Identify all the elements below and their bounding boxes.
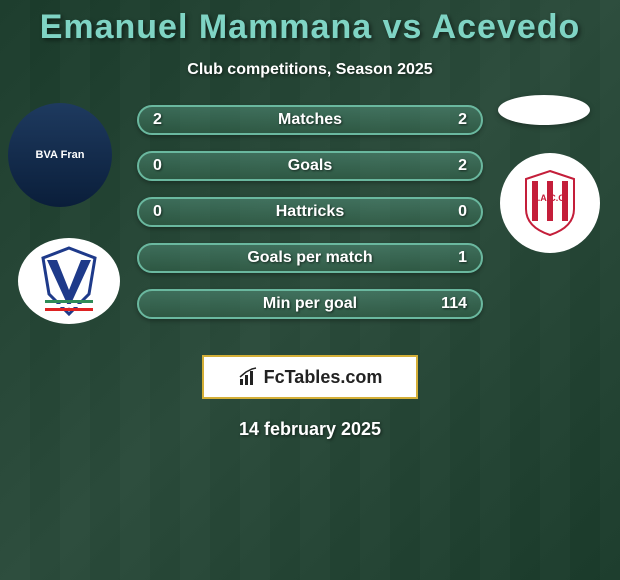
stat-label: Min per goal <box>263 295 357 313</box>
player-right-avatar <box>498 95 590 125</box>
velez-shield-icon <box>39 246 99 316</box>
stat-right-value: 0 <box>437 203 467 221</box>
stat-left-value: 2 <box>153 111 183 129</box>
brand-label: FcTables.com <box>264 367 383 388</box>
stat-right-value: 114 <box>437 295 467 313</box>
stat-right-value: 2 <box>437 157 467 175</box>
stat-left-value: 0 <box>153 157 183 175</box>
iacc-shield-icon: I.A.C.C <box>522 169 578 237</box>
stat-rows: 2 Matches 2 0 Goals 2 0 Hattricks 0 Goal… <box>137 105 483 335</box>
stat-right-value: 1 <box>437 249 467 267</box>
player-right-club-badge: I.A.C.C <box>500 153 600 253</box>
stat-label: Goals per match <box>247 249 372 267</box>
subtitle: Club competitions, Season 2025 <box>0 61 620 79</box>
player-left-jersey-text: BVA Fran <box>36 149 85 161</box>
date-label: 14 february 2025 <box>0 419 620 440</box>
brand-box: FcTables.com <box>202 355 418 399</box>
svg-text:I.A.C.C: I.A.C.C <box>535 193 565 203</box>
page-title: Emanuel Mammana vs Acevedo <box>0 8 620 47</box>
stat-label: Goals <box>288 157 332 175</box>
stats-area: BVA Fran I.A.C.C 2 Ma <box>0 105 620 345</box>
stat-row-goals-per-match: Goals per match 1 <box>137 243 483 273</box>
player-left-avatar: BVA Fran <box>8 103 112 207</box>
stat-row-matches: 2 Matches 2 <box>137 105 483 135</box>
stat-left-value: 0 <box>153 203 183 221</box>
stat-right-value: 2 <box>437 111 467 129</box>
stat-row-hattricks: 0 Hattricks 0 <box>137 197 483 227</box>
stat-label: Hattricks <box>276 203 344 221</box>
player-left-club-badge <box>18 238 120 324</box>
stat-row-min-per-goal: Min per goal 114 <box>137 289 483 319</box>
stat-row-goals: 0 Goals 2 <box>137 151 483 181</box>
stat-label: Matches <box>278 111 342 129</box>
chart-icon <box>238 367 258 387</box>
